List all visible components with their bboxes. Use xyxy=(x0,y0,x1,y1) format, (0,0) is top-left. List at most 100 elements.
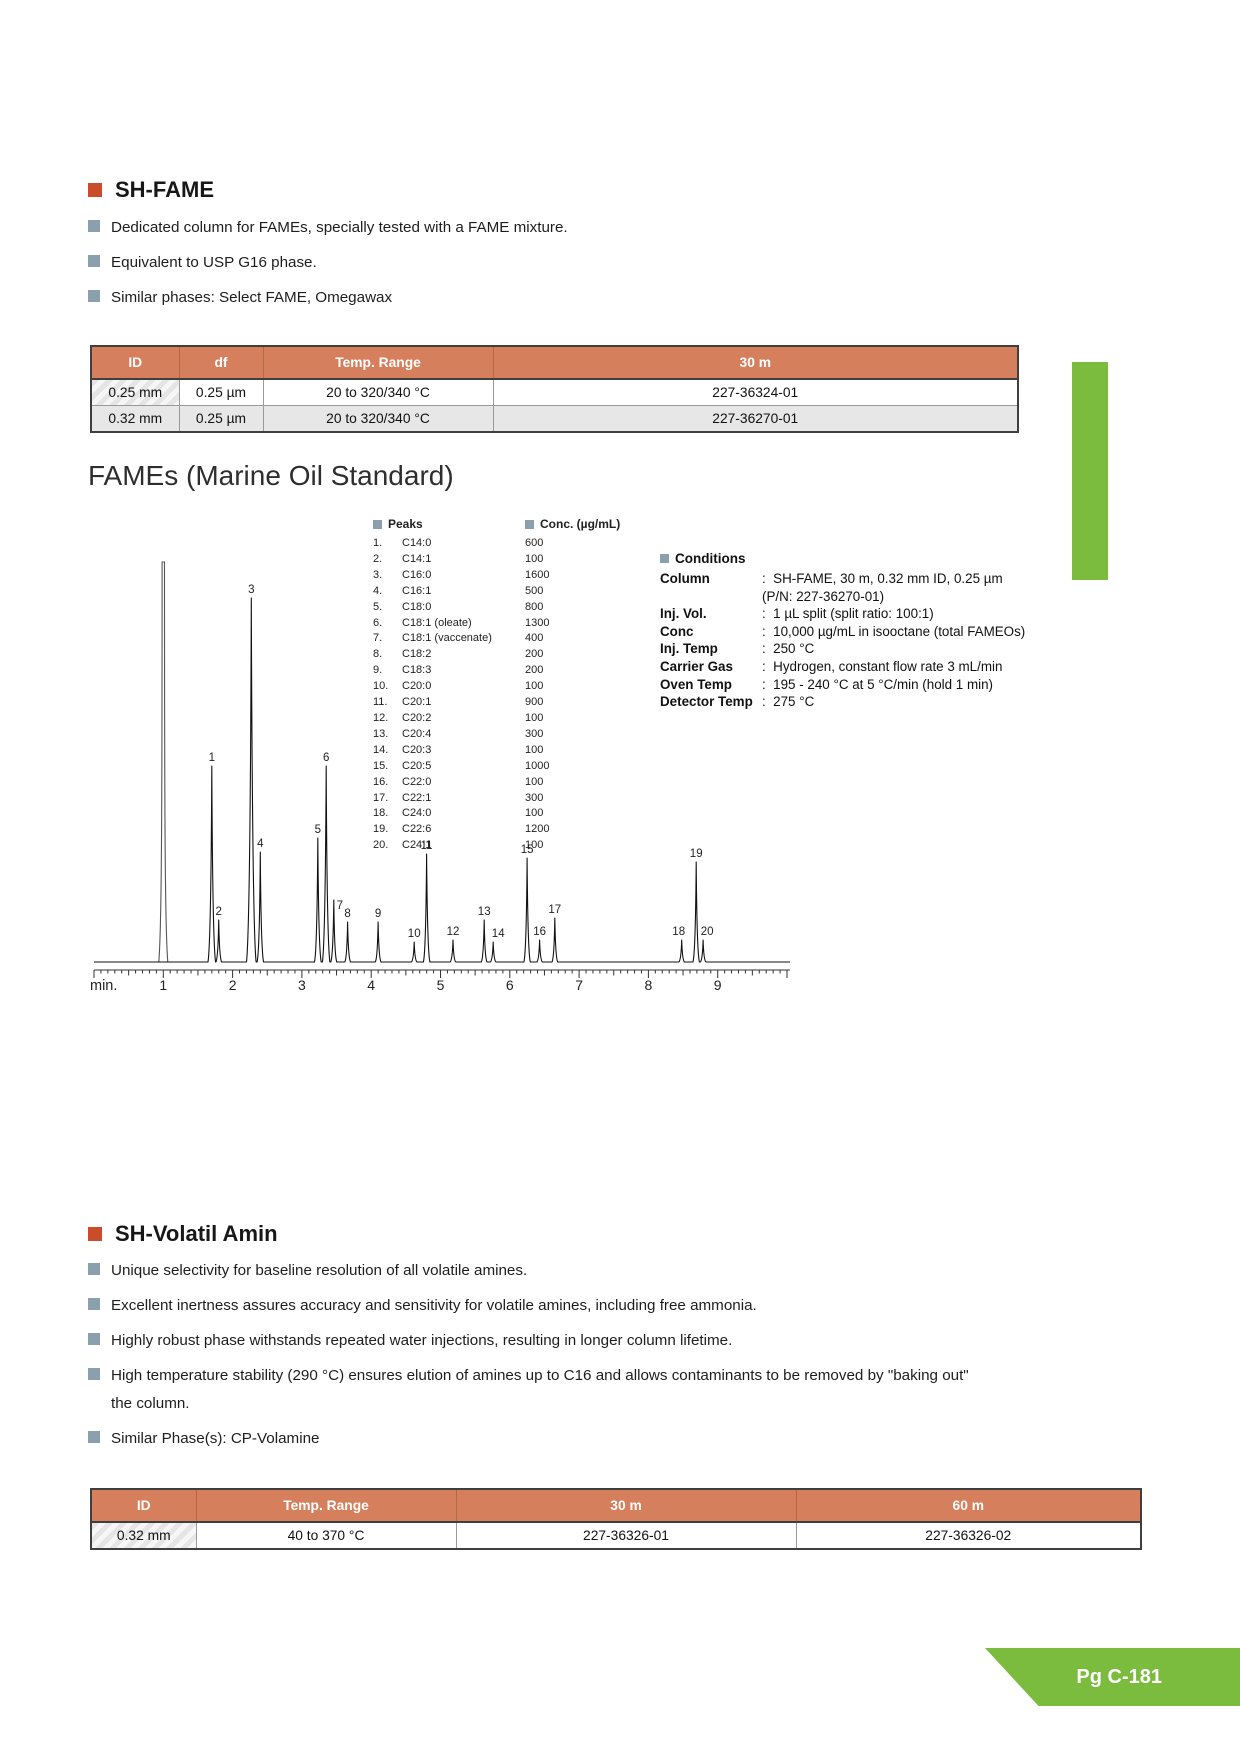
section-heading-sh-volatil-amin: SH-Volatil Amin xyxy=(88,1221,278,1247)
x-axis: 1 2 3 4 5 6 7 8 9 min. xyxy=(90,969,790,994)
peak-number: 7. xyxy=(373,632,383,645)
peak-legend-row: 4. C16:1 500 xyxy=(373,584,620,600)
peak-legend-row: 18. C24:0 100 xyxy=(373,806,620,822)
peak-label: 4 xyxy=(257,838,264,850)
peak-number: 18. xyxy=(373,807,389,820)
peak-name: C20:3 xyxy=(402,743,432,756)
condition-value: : SH-FAME, 30 m, 0.32 mm ID, 0.25 µm (P/N… xyxy=(762,571,1003,604)
peak-number: 19. xyxy=(373,823,389,836)
table-cell: 40 to 370 °C xyxy=(195,1521,457,1550)
condition-value: : 195 - 240 °C at 5 °C/min (hold 1 min) xyxy=(762,676,994,692)
bullet-text: Similar phases: Select FAME, Omegawax xyxy=(111,289,393,306)
peak-number: 2. xyxy=(373,552,383,565)
peak-concentration: 100 xyxy=(525,807,544,820)
condition-row: Conc : 10,000 µg/mL in isooctane (total F… xyxy=(660,623,1025,641)
heading-square-icon xyxy=(88,1227,102,1241)
peak-number: 11. xyxy=(373,696,388,709)
table-row: 0.32 mm 0.25 µm 20 to 320/340 °C 227-36270-… xyxy=(90,405,1019,433)
peak-concentration: 1000 xyxy=(525,759,550,772)
peak-concentration: 100 xyxy=(525,775,544,788)
x-tick-label: 7 xyxy=(575,977,583,993)
peak-name: C16:1 xyxy=(402,584,432,597)
section-index-tab xyxy=(1072,362,1108,580)
peak-name: C14:0 xyxy=(402,537,432,549)
sh-volatil-bullet-list: Unique selectivity for baseline resoluti… xyxy=(88,1257,988,1460)
table-cell: 0.25 µm xyxy=(178,405,264,433)
peak-name: C14:1 xyxy=(402,552,432,565)
peak-concentration: 500 xyxy=(525,584,544,597)
table-cell: 0.32 mm xyxy=(90,405,180,433)
peak-label: 8 xyxy=(344,908,350,920)
peak-name: C18:1 (oleate) xyxy=(402,616,472,629)
peak-name: C18:2 xyxy=(402,648,432,661)
condition-label: Column xyxy=(660,571,710,586)
peak-concentration: 100 xyxy=(525,680,544,693)
peak-legend-row: 10. C20:0 100 xyxy=(373,679,620,695)
bullet-text: Highly robust phase withstands repeated … xyxy=(111,1332,733,1349)
sh-fame-bullet-list: Dedicated column for FAMEs, specially te… xyxy=(88,214,988,319)
peak-name: C18:1 (vaccenate) xyxy=(402,632,492,645)
peak-legend-row: 7. C18:1 (vaccenate) 400 xyxy=(373,631,620,647)
bullet-square-icon xyxy=(88,220,100,232)
condition-label: Conc xyxy=(660,623,694,639)
conditions-square-icon xyxy=(660,554,669,563)
condition-value: : 250 °C xyxy=(762,641,815,657)
peak-label: 1 xyxy=(209,752,215,764)
peak-number: 14. xyxy=(373,743,389,756)
bullet-item: Equivalent to USP G16 phase. xyxy=(88,249,988,277)
x-tick-label: 2 xyxy=(229,977,237,993)
table-row: 0.25 mm 0.25 µm 20 to 320/340 °C 227-36324-… xyxy=(90,378,1019,406)
peak-number: 3. xyxy=(373,568,383,581)
peak-legend-row: 1. C14:0 600 xyxy=(373,536,620,552)
table-cell: 227-36270-01 xyxy=(492,405,1019,433)
legend-square-icon xyxy=(525,519,534,529)
peak-label: 14 xyxy=(492,928,505,940)
x-axis-unit-label: min. xyxy=(90,978,117,994)
bullet-square-icon xyxy=(88,1368,100,1380)
condition-row: Detector Temp: 275 °C xyxy=(660,693,1025,711)
bullet-square-icon xyxy=(88,1333,100,1345)
solvent-peak-trace xyxy=(158,561,169,963)
peak-concentration: 600 xyxy=(525,537,544,549)
bullet-square-icon xyxy=(88,290,100,302)
table-cell: 227-36326-02 xyxy=(795,1521,1142,1550)
column-header: 30 m xyxy=(455,1489,796,1523)
x-tick-label: 8 xyxy=(645,977,653,993)
conc-header-label: Conc. (µg/mL) xyxy=(540,517,621,531)
condition-label: Carrier Gas xyxy=(660,658,733,674)
table-cell: 0.32 mm xyxy=(90,1521,197,1550)
peak-label: 12 xyxy=(447,926,460,938)
table-cell: 0.25 µm xyxy=(178,378,264,406)
table-cell: 227-36326-01 xyxy=(455,1521,797,1550)
x-tick-label: 9 xyxy=(714,977,722,993)
peak-label: 5 xyxy=(315,824,321,836)
table-row: 0.32 mm 40 to 370 °C 227-36326-01 227-36326… xyxy=(90,1521,1142,1550)
section-title-sh-volatil-amin: SH-Volatil Amin xyxy=(115,1221,278,1246)
peak-number: 20. xyxy=(373,839,389,852)
column-header: Temp. Range xyxy=(262,346,493,380)
section-title-sh-fame: SH-FAME xyxy=(115,177,214,202)
peak-name: C16:0 xyxy=(402,568,432,581)
peak-concentration: 300 xyxy=(525,727,544,740)
peak-legend-row: 12. C20:2 100 xyxy=(373,711,620,727)
peak-number: 16. xyxy=(373,775,389,788)
condition-value: : 10,000 µg/mL in isooctane (total FAMEO… xyxy=(762,623,1026,639)
peak-concentration: 900 xyxy=(525,696,544,709)
peak-concentration: 800 xyxy=(525,600,544,613)
bullet-item: Unique selectivity for baseline resoluti… xyxy=(88,1257,988,1285)
bullet-item: High temperature stability (290 °C) ensu… xyxy=(88,1362,988,1418)
bullet-square-icon xyxy=(88,1431,100,1443)
peak-name: C18:0 xyxy=(402,600,432,613)
bullet-text: Similar Phase(s): CP-Volamine xyxy=(111,1430,320,1447)
peaks-header-label: Peaks xyxy=(388,517,423,531)
table-header-row: ID df Temp. Range 30 m xyxy=(91,346,1018,380)
peak-number: 5. xyxy=(373,600,383,613)
table-header-row: ID Temp. Range 30 m 60 m xyxy=(91,1489,1141,1523)
table-cell: 20 to 320/340 °C xyxy=(262,378,494,406)
conditions-header-label: Conditions xyxy=(675,551,746,566)
peak-concentration: 1600 xyxy=(525,568,550,581)
x-tick-label: 4 xyxy=(367,977,375,993)
peak-label: 3 xyxy=(248,584,254,596)
